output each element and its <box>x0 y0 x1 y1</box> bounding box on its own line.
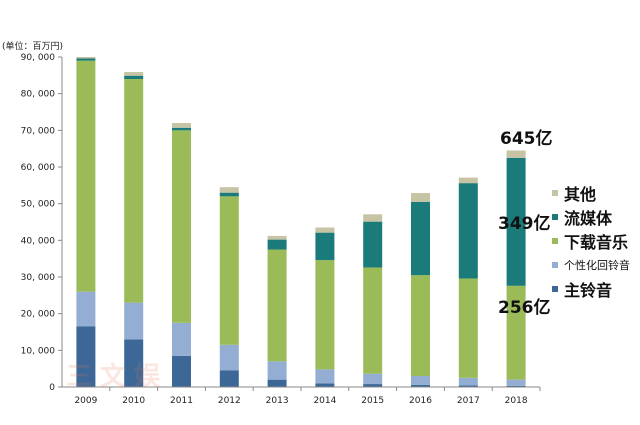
x-tick-label-2013: 2013 <box>266 396 289 406</box>
bar-segment-2012-4 <box>219 187 239 193</box>
bar-segment-2018-3 <box>506 157 526 286</box>
bar-segment-2016-4 <box>411 193 430 202</box>
bar-segment-2017-4 <box>458 177 478 184</box>
y-tick-label: 80, 000 <box>21 90 56 100</box>
bar-segment-2017-0 <box>458 385 478 387</box>
legend-label-other: 其他 <box>564 185 597 204</box>
bar-segment-2012-2 <box>219 196 239 345</box>
legend-swatch-ringtone <box>552 286 558 292</box>
bar-segment-2014-2 <box>315 260 335 370</box>
legend-item-ringtone: 主铃音 <box>552 277 630 301</box>
bar-segment-2015-1 <box>363 373 383 385</box>
bar-segment-2013-2 <box>267 249 287 362</box>
x-tick-label-2011: 2011 <box>170 396 193 406</box>
legend-label-download: 下载音乐 <box>564 233 629 252</box>
bar-segment-2016-2 <box>411 275 430 376</box>
bar-segment-2018-1 <box>506 379 526 386</box>
axes: 0 10, 000 20, 000 30, 000 40, 000 50, 000 60, … <box>21 53 541 406</box>
legend-label-ringback: 个性化回铃音 <box>564 259 630 272</box>
bar-segment-2010-4 <box>124 72 144 76</box>
bar-segment-2015-2 <box>363 267 383 374</box>
bar-segment-2009-4 <box>76 57 96 59</box>
x-tick-label-2009: 2009 <box>74 396 97 406</box>
bar-segment-2013-1 <box>267 361 287 380</box>
bar-segment-2010-3 <box>124 75 144 79</box>
bar-segment-2014-3 <box>315 232 335 261</box>
bar-segment-2015-0 <box>363 384 383 387</box>
bar-segment-2013-4 <box>267 235 287 240</box>
bar-segment-2014-1 <box>315 369 335 384</box>
y-tick-label: 40, 000 <box>21 236 56 246</box>
bar-segment-2012-0 <box>219 370 239 387</box>
bar-segment-2011-1 <box>172 322 191 356</box>
bar-segment-2010-0 <box>124 339 144 387</box>
bar-segment-2011-0 <box>172 355 191 387</box>
legend-item-ringback: 个性化回铃音 <box>552 253 630 277</box>
legend-item-other: 其他 <box>552 181 630 205</box>
bar-segment-2009-2 <box>76 60 96 292</box>
x-tick-label-2016: 2016 <box>409 396 432 406</box>
y-tick-label: 90, 000 <box>21 53 56 63</box>
y-axis-unit-label: (单位：百万円) <box>2 42 64 52</box>
bar-segment-2012-3 <box>219 192 239 197</box>
bar-segment-2011-3 <box>172 127 191 131</box>
bar-segment-2009-3 <box>76 58 96 61</box>
bar-segment-2011-4 <box>172 123 191 128</box>
legend: 其他 流媒体 下载音乐 个性化回铃音 主铃音 <box>552 181 630 301</box>
legend-item-streaming: 流媒体 <box>552 205 630 229</box>
annotation-streaming: 349亿 <box>498 214 551 234</box>
y-tick-label: 60, 000 <box>21 163 56 173</box>
legend-swatch-ringback <box>552 262 558 268</box>
legend-swatch-streaming <box>552 214 558 220</box>
bar-segment-2018-2 <box>506 285 526 380</box>
x-tick-label-2017: 2017 <box>457 396 480 406</box>
bar-segment-2013-3 <box>267 239 287 250</box>
bar-segment-2016-0 <box>411 384 430 387</box>
annotation-total: 645亿 <box>500 129 553 149</box>
x-tick-label-2018: 2018 <box>505 396 528 406</box>
y-tick-label: 0 <box>49 383 55 393</box>
bar-segment-2012-1 <box>219 344 239 371</box>
legend-item-download: 下载音乐 <box>552 229 630 253</box>
bars <box>76 57 526 387</box>
bar-segment-2013-0 <box>267 379 287 387</box>
bar-segment-2017-3 <box>458 183 478 279</box>
y-tick-label: 50, 000 <box>21 200 56 210</box>
y-tick-label: 70, 000 <box>21 126 56 136</box>
x-tick-label-2014: 2014 <box>313 396 336 406</box>
bar-segment-2015-4 <box>363 214 383 222</box>
bar-segment-2018-0 <box>506 385 526 387</box>
bar-segment-2011-2 <box>172 130 191 323</box>
y-tick-label: 10, 000 <box>21 346 56 356</box>
bar-segment-2009-0 <box>76 326 96 387</box>
x-tick-label-2015: 2015 <box>361 396 384 406</box>
bar-segment-2016-3 <box>411 201 430 276</box>
bar-segment-2014-4 <box>315 227 335 233</box>
y-tick-label: 30, 000 <box>21 273 56 283</box>
y-tick-label: 20, 000 <box>21 310 56 320</box>
bar-segment-2018-4 <box>506 150 526 158</box>
annotation-download: 256亿 <box>498 298 551 318</box>
legend-swatch-download <box>552 238 558 244</box>
legend-label-ringtone: 主铃音 <box>564 281 613 300</box>
x-tick-label-2012: 2012 <box>218 396 241 406</box>
watermark: 三文娱 <box>66 362 169 392</box>
bar-segment-2017-2 <box>458 278 478 378</box>
x-tick-label-2010: 2010 <box>122 396 145 406</box>
legend-swatch-other <box>552 190 558 196</box>
bar-segment-2010-1 <box>124 302 144 340</box>
bar-segment-2016-1 <box>411 376 430 385</box>
bar-segment-2010-2 <box>124 79 144 303</box>
bar-segment-2014-0 <box>315 383 335 387</box>
bar-segment-2009-1 <box>76 291 96 327</box>
bar-segment-2015-3 <box>363 221 383 268</box>
bar-segment-2017-1 <box>458 377 478 386</box>
legend-label-streaming: 流媒体 <box>564 209 613 228</box>
